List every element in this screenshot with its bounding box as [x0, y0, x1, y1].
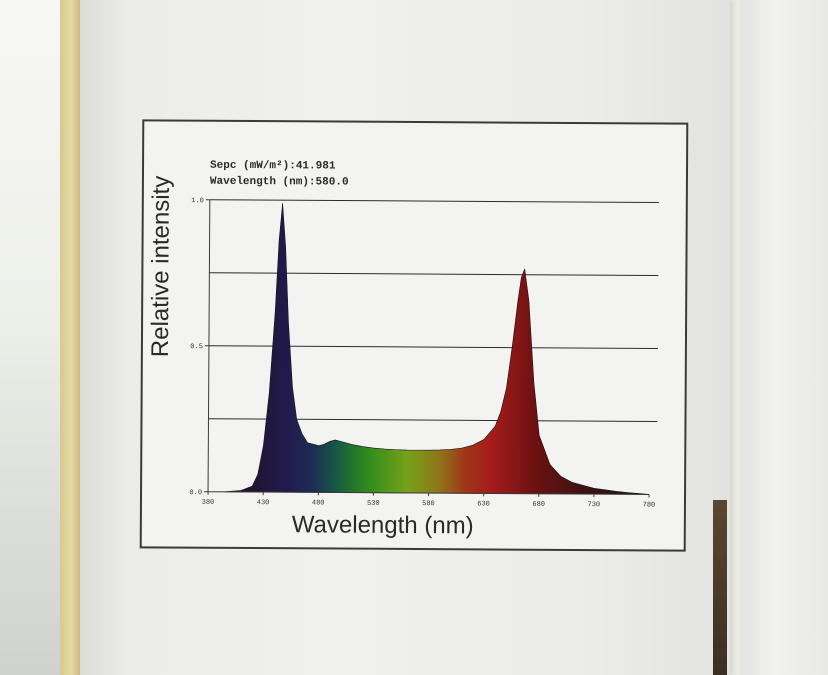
x-tick-label: 680	[532, 501, 545, 509]
x-axis-label: Wavelength (nm)	[291, 511, 474, 540]
x-tick-label: 380	[202, 499, 215, 507]
y-axis-label: Relative intensity	[146, 175, 175, 358]
wavelength-readout: Wavelength (nm):580.0	[209, 175, 349, 189]
spec-readout: Sepc (mW/m²):41.981	[209, 159, 336, 173]
spectrum-label-card: 380 430 480 530 580 630 680 730 780 0.0 0.5 1.0 Sep…	[139, 119, 689, 552]
background-shelf-edge	[713, 500, 727, 675]
background-wall	[740, 0, 828, 675]
x-tick-label: 580	[422, 500, 435, 508]
y-tick-label: 0.0	[189, 489, 202, 497]
y-tick-label: 0.5	[190, 343, 203, 351]
spectrum-area	[224, 203, 650, 495]
x-tick-label: 480	[312, 499, 325, 507]
gridline	[209, 272, 659, 276]
y-tick-label: 1.0	[191, 197, 204, 205]
x-tick-label: 780	[643, 501, 656, 509]
background-window-frame	[60, 0, 82, 675]
gridline	[209, 199, 659, 203]
x-tick-label: 630	[477, 500, 490, 508]
x-tick-label: 730	[588, 501, 601, 509]
spectrum-chart: 380 430 480 530 580 630 680 730 780 0.0 0.5 1.0	[189, 197, 659, 509]
x-tick-label: 430	[257, 499, 270, 507]
x-tick-label: 530	[367, 500, 380, 508]
